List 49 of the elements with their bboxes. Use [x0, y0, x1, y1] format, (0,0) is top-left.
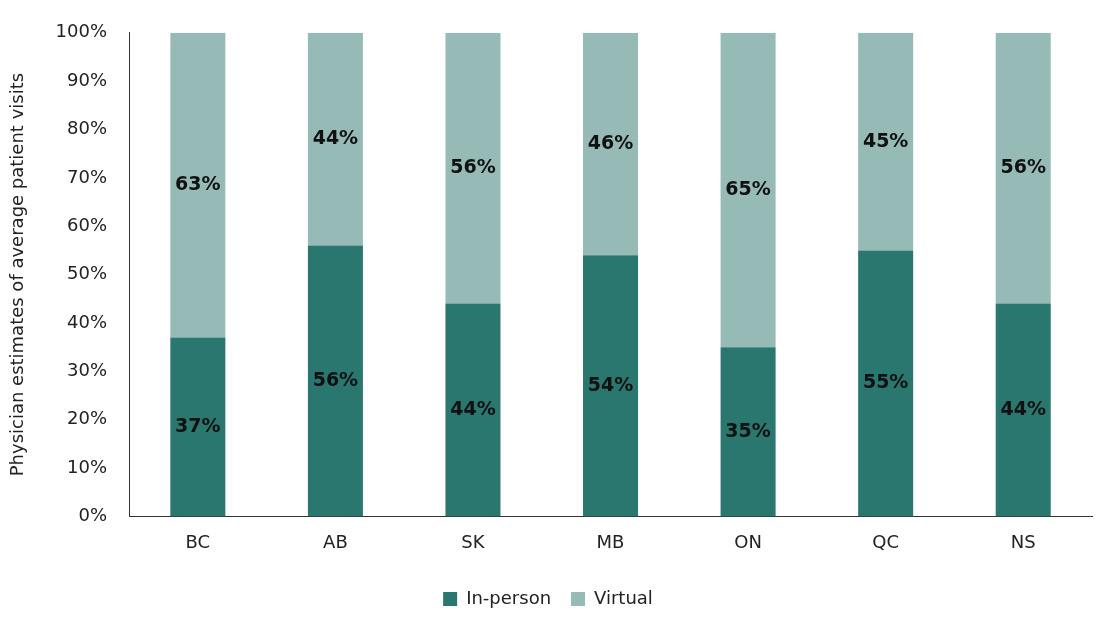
- data-label: 56%: [312, 367, 359, 390]
- data-label: 56%: [1000, 155, 1046, 178]
- bar: [858, 32, 914, 251]
- y-tick-label: 80%: [67, 117, 108, 139]
- y-tick-label: 30%: [67, 358, 108, 380]
- y-tick-label: 60%: [67, 213, 108, 235]
- bar: [445, 32, 501, 304]
- bar: [720, 32, 776, 348]
- x-tick-label: MB: [596, 530, 625, 552]
- y-tick-label: 50%: [67, 262, 108, 284]
- bar: [858, 250, 914, 517]
- y-tick-label: 90%: [67, 68, 108, 90]
- bar: [583, 32, 639, 256]
- bar: [307, 245, 363, 517]
- y-tick-label: 10%: [67, 455, 108, 477]
- bar: [445, 303, 501, 517]
- x-tick-label: ON: [734, 530, 762, 552]
- bar: [995, 303, 1051, 517]
- bar: [170, 337, 226, 517]
- data-label: 55%: [862, 370, 909, 393]
- bar: [995, 32, 1051, 304]
- data-label: 54%: [587, 372, 634, 395]
- bar: [720, 347, 776, 517]
- x-tick-label: AB: [323, 530, 348, 552]
- x-tick-label: QC: [872, 530, 900, 552]
- data-label: 45%: [862, 128, 909, 151]
- x-tick-label: SK: [461, 530, 486, 552]
- data-label: 35%: [725, 418, 771, 441]
- y-tick-label: 40%: [67, 310, 108, 332]
- data-label: 44%: [1000, 396, 1046, 419]
- y-axis-title: Physician estimates of average patient visits: [6, 72, 28, 477]
- legend-label: Virtual: [594, 586, 653, 608]
- y-tick-label: 70%: [67, 165, 108, 187]
- data-label: 44%: [312, 126, 359, 149]
- bar: [170, 32, 226, 338]
- data-label: 56%: [450, 155, 496, 178]
- y-tick-label: 20%: [67, 407, 108, 429]
- data-label: 65%: [725, 176, 771, 199]
- data-label: 63%: [175, 172, 221, 195]
- bar: [583, 255, 639, 517]
- data-label: 44%: [450, 396, 496, 419]
- data-label: 46%: [587, 130, 634, 153]
- bar: [307, 32, 363, 246]
- y-tick-label: 100%: [55, 20, 108, 42]
- legend-label: In-person: [466, 586, 552, 608]
- x-tick-label: NS: [1010, 530, 1036, 552]
- data-label: 37%: [175, 413, 221, 436]
- x-tick-label: BC: [185, 530, 211, 552]
- y-tick-label: 0%: [78, 504, 108, 526]
